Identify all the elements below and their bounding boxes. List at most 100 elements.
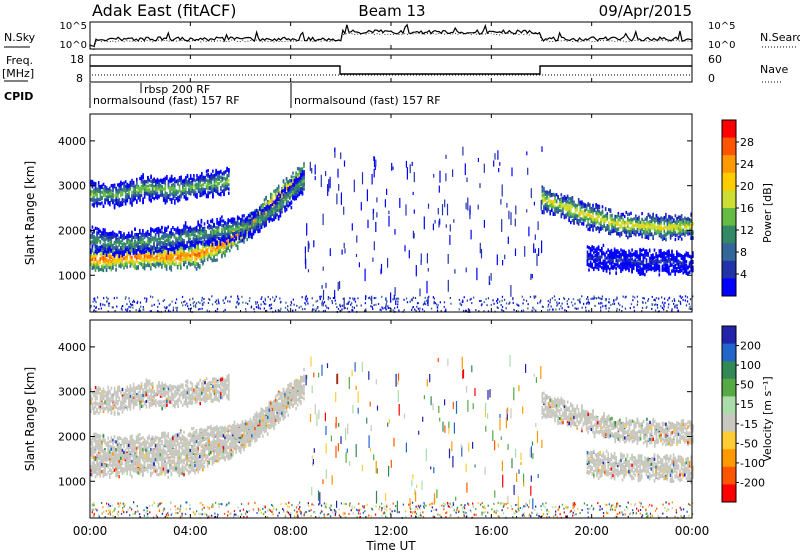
scatter-cell [589,217,591,221]
scatter-cell [214,253,217,257]
scatter-cell [660,232,662,236]
scatter-cell [151,228,154,232]
scatter-cell [619,231,621,235]
scatter-cell [96,227,98,231]
scatter-cell [154,237,157,241]
scatter-cell [101,244,103,248]
scatter-cell [255,218,258,222]
scatter-cell [274,190,277,194]
scatter-cell [284,183,286,187]
scatter-cell [646,227,648,231]
scatter-cell [273,215,275,219]
scatter-cell [170,250,173,254]
scatter-cell [91,197,94,201]
scatter-cell [194,226,196,230]
scatter-cell [180,180,182,184]
scatter-cell [603,214,605,218]
scatter-cell [215,168,217,172]
scatter-cell [104,230,106,234]
scatter-cell [191,228,193,232]
scatter-cell [293,187,296,191]
scatter-cell [105,267,108,272]
scatter-cell [212,175,214,179]
scatter-cell [547,198,550,202]
scatter-cell [169,256,171,260]
scatter-cell [222,243,225,248]
scatter-cell [214,225,217,230]
scatter-cell [292,187,294,191]
scatter-cell [93,242,95,246]
scatter-cell [129,187,132,191]
scatter-cell [146,251,149,255]
scatter-cell [271,208,274,212]
scatter-cell [153,187,155,191]
scatter-cell [123,246,125,250]
freq-label: Freq. [6,54,33,67]
scatter-cell [228,191,230,195]
scatter-cell [625,210,628,215]
scatter-cell [124,190,127,194]
scatter-cell [170,174,173,178]
scatter-cell [137,261,139,265]
scatter-cell [200,224,203,228]
scatter-cell [164,260,166,264]
scatter-cell [90,248,92,252]
scatter-cell [563,206,566,210]
scatter-cell [117,198,119,202]
scatter-cell [276,213,278,217]
scatter-cell [254,219,256,223]
scatter-cell [159,228,162,232]
scatter-cell [123,181,125,185]
scatter-cell [162,247,165,252]
scatter-cell [232,232,234,236]
scatter-cell [249,221,252,225]
scatter-cell [129,258,132,262]
scatter-cell [185,193,187,197]
scatter-cell [162,233,165,237]
scatter-cell [142,258,144,263]
scatter-cell [604,226,607,230]
scatter-cell [595,221,597,225]
scatter-cell [115,187,117,191]
scatter-cell [134,227,136,231]
nave-label: Nave [760,63,788,76]
scatter-cell [93,266,95,270]
scatter-cell [189,261,192,265]
scatter-cell [568,218,570,223]
scatter-cell [217,236,220,240]
scatter-cell [113,185,116,189]
scatter-cell [266,211,269,215]
scatter-cell [155,179,157,183]
scatter-cell [101,190,103,194]
scatter-cell [165,249,168,253]
scatter-cell [214,247,217,251]
scatter-cell [186,242,188,246]
scatter-cell [194,255,196,259]
scatter-cell [167,242,169,247]
noise-search-label: N.Search [760,31,800,44]
scatter-cell [292,179,294,183]
scatter-cell [110,254,113,258]
scatter-cell [230,241,233,246]
scatter-cell [96,192,98,196]
scatter-cell [120,182,122,186]
scatter-cell [214,251,217,255]
scatter-cell [221,176,224,180]
scatter-cell [150,184,152,188]
scatter-cell [633,217,635,221]
scatter-cell [650,226,653,230]
scatter-cell [654,219,656,223]
scatter-cell [214,243,217,247]
scatter-cell [161,226,163,230]
scatter-cell [150,237,152,242]
scatter-cell [197,176,200,181]
scatter-cell [219,241,222,245]
scatter-cell [230,227,233,232]
cpid-panel: CPID normalsound (fast) 157 RF rbsp 200 … [4,83,441,108]
scatter-cell [102,248,105,252]
scatter-cell [228,173,230,177]
scatter-cell [301,170,304,174]
scatter-cell [115,198,117,202]
scatter-cell [246,230,248,235]
scatter-cell [192,262,195,266]
